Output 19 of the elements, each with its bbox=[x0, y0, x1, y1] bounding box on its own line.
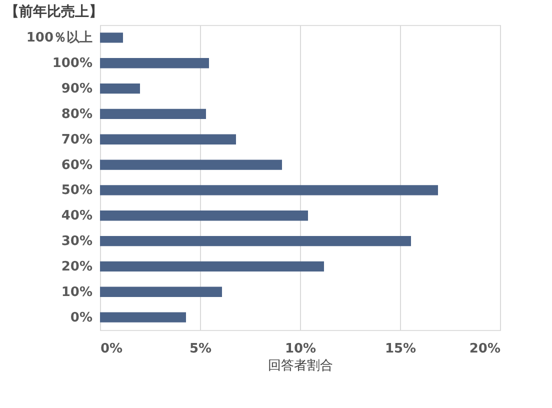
y-tick-label: 40% bbox=[61, 208, 92, 224]
x-axis-title: 回答者割合 bbox=[268, 358, 333, 374]
y-tick-label: 100％以上 bbox=[26, 30, 92, 46]
y-tick-label: 0% bbox=[70, 310, 92, 326]
y-tick-label: 70% bbox=[61, 132, 92, 148]
y-tick-label: 30% bbox=[61, 234, 92, 250]
y-tick-label: 100% bbox=[52, 56, 92, 72]
x-tick-label: 0% bbox=[100, 342, 123, 356]
chart-title: 【前年比売上】 bbox=[5, 4, 103, 20]
y-tick-label: 50% bbox=[61, 183, 92, 198]
y-tick-label: 90% bbox=[61, 82, 92, 97]
y-tick-label: 80% bbox=[61, 106, 92, 122]
y-tick-label: 60% bbox=[61, 158, 92, 173]
y-tick-label: 20% bbox=[61, 259, 92, 274]
x-tick-label: 20% bbox=[469, 342, 500, 356]
x-tick-label: 5% bbox=[189, 342, 212, 356]
y-tick-label: 10% bbox=[61, 284, 92, 300]
x-tick-label: 15% bbox=[384, 342, 416, 356]
x-tick-label: 10% bbox=[284, 342, 316, 356]
